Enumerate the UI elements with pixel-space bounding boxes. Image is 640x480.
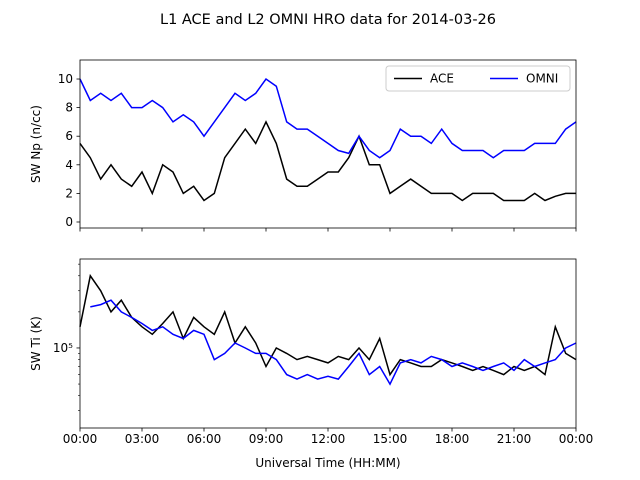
x-tick-label: 06:00: [187, 432, 222, 446]
data-line: [90, 299, 577, 386]
legend-box: [385, 65, 571, 92]
x-tick-label: 12:00: [311, 432, 346, 446]
x-tick-label: 18:00: [435, 432, 470, 446]
x-tick-label: 00:00: [63, 432, 98, 446]
data-line: [79, 273, 577, 377]
y-tick-label: 10⁵: [53, 341, 73, 355]
legend-label: ACE: [430, 72, 454, 86]
plot-frame: [79, 258, 577, 429]
data-line: [79, 77, 577, 159]
legend: ACE OMNI: [385, 65, 571, 92]
y-tick-label: 4: [65, 158, 73, 172]
y-axis-label: SW Np (n/cc): [29, 105, 43, 183]
x-tick-label: 03:00: [125, 432, 160, 446]
y-axis-label: SW Ti (K): [29, 316, 43, 371]
y-tick-label: 2: [65, 186, 73, 200]
x-tick-label: 09:00: [249, 432, 284, 446]
y-tick-label: 10: [58, 72, 73, 86]
x-tick-label: 15:00: [373, 432, 408, 446]
data-line: [79, 120, 576, 202]
legend-label: OMNI: [526, 72, 558, 86]
x-axis-label: Universal Time (HH:MM): [255, 456, 400, 470]
figure-title: L1 ACE and L2 OMNI HRO data for 2014-03-…: [160, 12, 496, 28]
x-tick-label: 21:00: [497, 432, 532, 446]
y-tick-label: 6: [65, 129, 73, 143]
y-tick-label: 8: [65, 101, 73, 115]
x-tick-label: 00:00: [559, 432, 594, 446]
y-tick-label: 0: [65, 215, 73, 229]
